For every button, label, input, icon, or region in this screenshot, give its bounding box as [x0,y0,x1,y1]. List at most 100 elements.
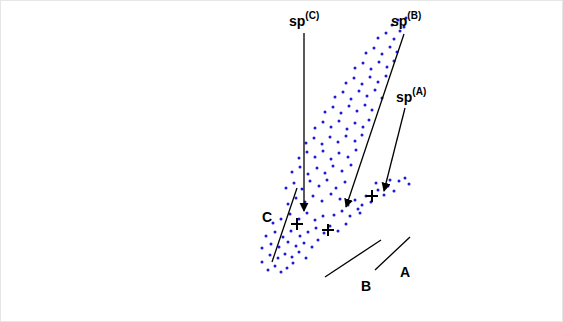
scatter-point [356,110,359,113]
scatter-point [345,135,348,138]
scatter-point [354,140,357,143]
scatter-point [350,164,353,167]
scatter-point [354,122,357,125]
scatter-point [378,61,381,64]
plot-area [261,17,411,274]
scatter-point [358,90,361,93]
scatter-point [383,194,386,197]
scatter-point [306,212,309,215]
scatter-point [361,204,364,207]
scatter-point [285,187,288,190]
centroid-cross [291,218,303,230]
scatter-point [334,96,337,99]
segment-label: A [400,264,410,280]
annotation-label: sp(C) [289,10,319,29]
segments: ABC [262,188,410,294]
scatter-point [293,182,296,185]
scatter-point [305,142,308,145]
scatter-point [345,223,348,226]
annotation-arrow [346,34,404,207]
scatter-point [366,95,369,98]
scatter-point [324,172,327,175]
scatter-point [261,247,264,250]
scatter-point [299,235,302,238]
scatter-point [313,137,316,140]
scatter-point [286,267,289,270]
scatter-point [389,46,392,49]
scatter-point [291,171,294,174]
scatter-point [270,243,273,246]
scatter-point [353,77,356,80]
scatter-point [373,47,376,50]
annotation-arrow [384,108,405,191]
segment-label: B [361,278,371,294]
scatter-point [312,195,315,198]
scatter-point [355,149,358,152]
scatter-point [321,200,324,203]
scatter-point [341,210,344,213]
scatter-point [291,256,294,259]
scatter-point [361,83,364,86]
scatter-point [377,37,380,40]
scatter-point [386,66,389,69]
centroid-cross [322,224,334,236]
scatter-point [277,257,280,260]
scatter-point [323,232,326,235]
scatter-point [287,241,290,244]
scatter-point [348,105,351,108]
scatter-point [292,262,295,265]
scatter-point [330,126,333,129]
scatter-point [350,98,353,101]
scatter-point [316,167,319,170]
scatter-point [404,177,407,180]
scatter-point [374,89,377,92]
scatter-point [309,180,312,183]
scatter-point [329,136,332,139]
scatter-point [347,156,350,159]
annotation-label: sp(A) [396,86,426,105]
scatter-point [298,251,301,254]
scatter-point [393,190,396,193]
scatter-point [346,128,349,131]
scatter-point [290,230,293,233]
centroid-cross [366,190,378,202]
scatter-point [306,151,309,154]
scatter-point [322,121,325,124]
scatter-point [318,185,321,188]
scatter-point [398,180,401,183]
scatter-point [389,179,392,182]
scatter-point [345,82,348,85]
scatter-point [315,227,318,230]
scatter-point [274,265,277,268]
scatter-point [324,111,327,114]
scatter-point [359,212,362,215]
scatter-point [375,182,378,185]
scatter-point [305,257,308,260]
chart: sp(A)sp(B)sp(C)ABC [0,0,563,322]
scatter-point [282,236,285,239]
scatter-point [322,215,325,218]
annotation-arrow [303,33,304,211]
scatter-point [299,166,302,169]
scatter-point [295,197,298,200]
scatter-point [362,126,365,129]
scatter-point [265,235,268,238]
scatter-point [298,157,301,160]
scatter-point [269,254,272,257]
scatter-point [365,52,368,55]
scatter-point [399,30,402,33]
scatter-point [354,199,357,202]
scatter-point [287,203,290,206]
scatter-point [330,193,333,196]
scatter-point [307,173,310,176]
scatter-point [295,245,298,248]
scatter-point [377,189,380,192]
scatter-point [261,261,264,264]
scatter-point [333,214,336,217]
scatter-point [385,32,388,35]
scatter-point [280,218,283,221]
scatter-point [385,75,388,78]
scatter-point [362,62,365,65]
scatter-point [332,106,335,109]
scatter-point [337,230,340,233]
